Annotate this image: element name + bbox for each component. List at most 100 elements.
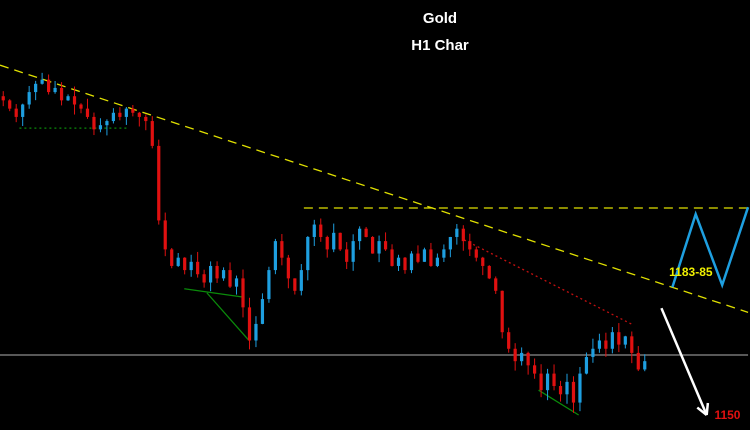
candle-body bbox=[124, 108, 128, 117]
candle-body bbox=[14, 108, 18, 117]
candle-body bbox=[345, 249, 349, 262]
candle-body bbox=[610, 332, 614, 349]
candle-body bbox=[260, 299, 265, 324]
candle-body bbox=[520, 352, 524, 362]
candle-body bbox=[170, 249, 174, 266]
down-arrow bbox=[660, 307, 708, 416]
candle-body bbox=[137, 112, 141, 117]
candle-body bbox=[364, 228, 368, 237]
candle-body bbox=[47, 79, 51, 93]
candle-body bbox=[325, 236, 329, 250]
candle-body bbox=[442, 249, 446, 258]
projection-zigzag-line bbox=[671, 206, 750, 289]
candle-body bbox=[40, 79, 44, 84]
red-dotted-trendline-line bbox=[463, 239, 634, 326]
candle-body bbox=[221, 270, 226, 279]
price-label: 1183-85 bbox=[669, 265, 713, 279]
candle-body bbox=[526, 352, 530, 366]
candle-body bbox=[390, 249, 394, 266]
candle-body bbox=[319, 224, 323, 237]
candle-body bbox=[487, 265, 491, 279]
candle-body bbox=[144, 116, 148, 122]
candle-body bbox=[377, 241, 381, 254]
candle-body bbox=[34, 83, 38, 93]
candle-body bbox=[53, 87, 57, 93]
candle-body bbox=[118, 112, 122, 117]
candle-body bbox=[604, 340, 608, 349]
candle-body bbox=[21, 104, 25, 117]
candle-body bbox=[1, 96, 5, 101]
candle-body bbox=[617, 332, 621, 345]
candle-body bbox=[267, 270, 271, 300]
candle-body bbox=[591, 348, 595, 358]
candle-body bbox=[455, 228, 459, 237]
candle-body bbox=[623, 336, 627, 345]
chart-subtitle: H1 Char bbox=[411, 37, 469, 54]
candle-body bbox=[539, 373, 543, 391]
candle-body bbox=[338, 232, 342, 250]
candle-body bbox=[332, 232, 336, 250]
candle-body bbox=[176, 257, 180, 266]
chart-title: Gold bbox=[422, 10, 458, 27]
candle-body bbox=[630, 336, 634, 353]
candle-body bbox=[150, 121, 154, 146]
candle-body bbox=[636, 352, 640, 370]
candle-body bbox=[85, 108, 90, 117]
candle-body bbox=[448, 236, 452, 250]
candle-body bbox=[8, 100, 12, 109]
green-line-line bbox=[206, 292, 250, 341]
candle-body bbox=[461, 228, 465, 242]
descending-trendline-line bbox=[0, 64, 749, 313]
candle-body bbox=[578, 373, 582, 403]
candle-body bbox=[312, 224, 316, 237]
candle-body bbox=[584, 357, 589, 374]
candle-body bbox=[79, 104, 83, 109]
candle-body bbox=[72, 96, 77, 105]
candle-body bbox=[92, 116, 96, 130]
candle-body bbox=[533, 365, 537, 374]
candle-body bbox=[545, 373, 550, 391]
candle-body bbox=[643, 361, 647, 370]
candle-body bbox=[59, 87, 64, 101]
candle-body bbox=[481, 257, 485, 266]
candle-body bbox=[507, 332, 511, 349]
candle-body bbox=[403, 257, 407, 271]
candle-body bbox=[409, 253, 414, 271]
candle-body bbox=[358, 228, 362, 242]
candle-body bbox=[552, 373, 556, 387]
candle-body bbox=[474, 249, 478, 258]
arrow-head bbox=[705, 402, 710, 416]
candle-body bbox=[351, 241, 355, 262]
arrow-head bbox=[696, 406, 708, 416]
candle-body bbox=[513, 348, 517, 362]
candle-body bbox=[383, 241, 388, 250]
candle-body bbox=[306, 236, 310, 271]
candle-body bbox=[241, 278, 245, 308]
candle-body bbox=[189, 261, 193, 271]
candle-body bbox=[254, 323, 258, 341]
candle-body bbox=[494, 278, 498, 291]
candle-body bbox=[468, 241, 472, 250]
candle-body bbox=[131, 108, 135, 113]
candle-body bbox=[280, 241, 284, 258]
candle-body bbox=[27, 92, 31, 105]
candle-body bbox=[247, 307, 252, 341]
candle-body bbox=[416, 253, 420, 262]
candle-body bbox=[597, 340, 601, 349]
price-label: 1150 bbox=[714, 408, 740, 422]
candle-body bbox=[396, 257, 401, 266]
candle-body bbox=[293, 278, 297, 291]
candle-body bbox=[565, 381, 569, 395]
candle-body bbox=[183, 257, 187, 271]
green-line-line bbox=[538, 389, 580, 416]
candle-body bbox=[286, 257, 290, 279]
candle-body bbox=[429, 249, 433, 266]
candle-body bbox=[435, 257, 439, 266]
candle-body bbox=[422, 249, 427, 262]
candle-body bbox=[163, 220, 167, 250]
green-line-line bbox=[184, 288, 243, 298]
candle-body bbox=[500, 290, 504, 333]
candle-body bbox=[196, 261, 200, 275]
